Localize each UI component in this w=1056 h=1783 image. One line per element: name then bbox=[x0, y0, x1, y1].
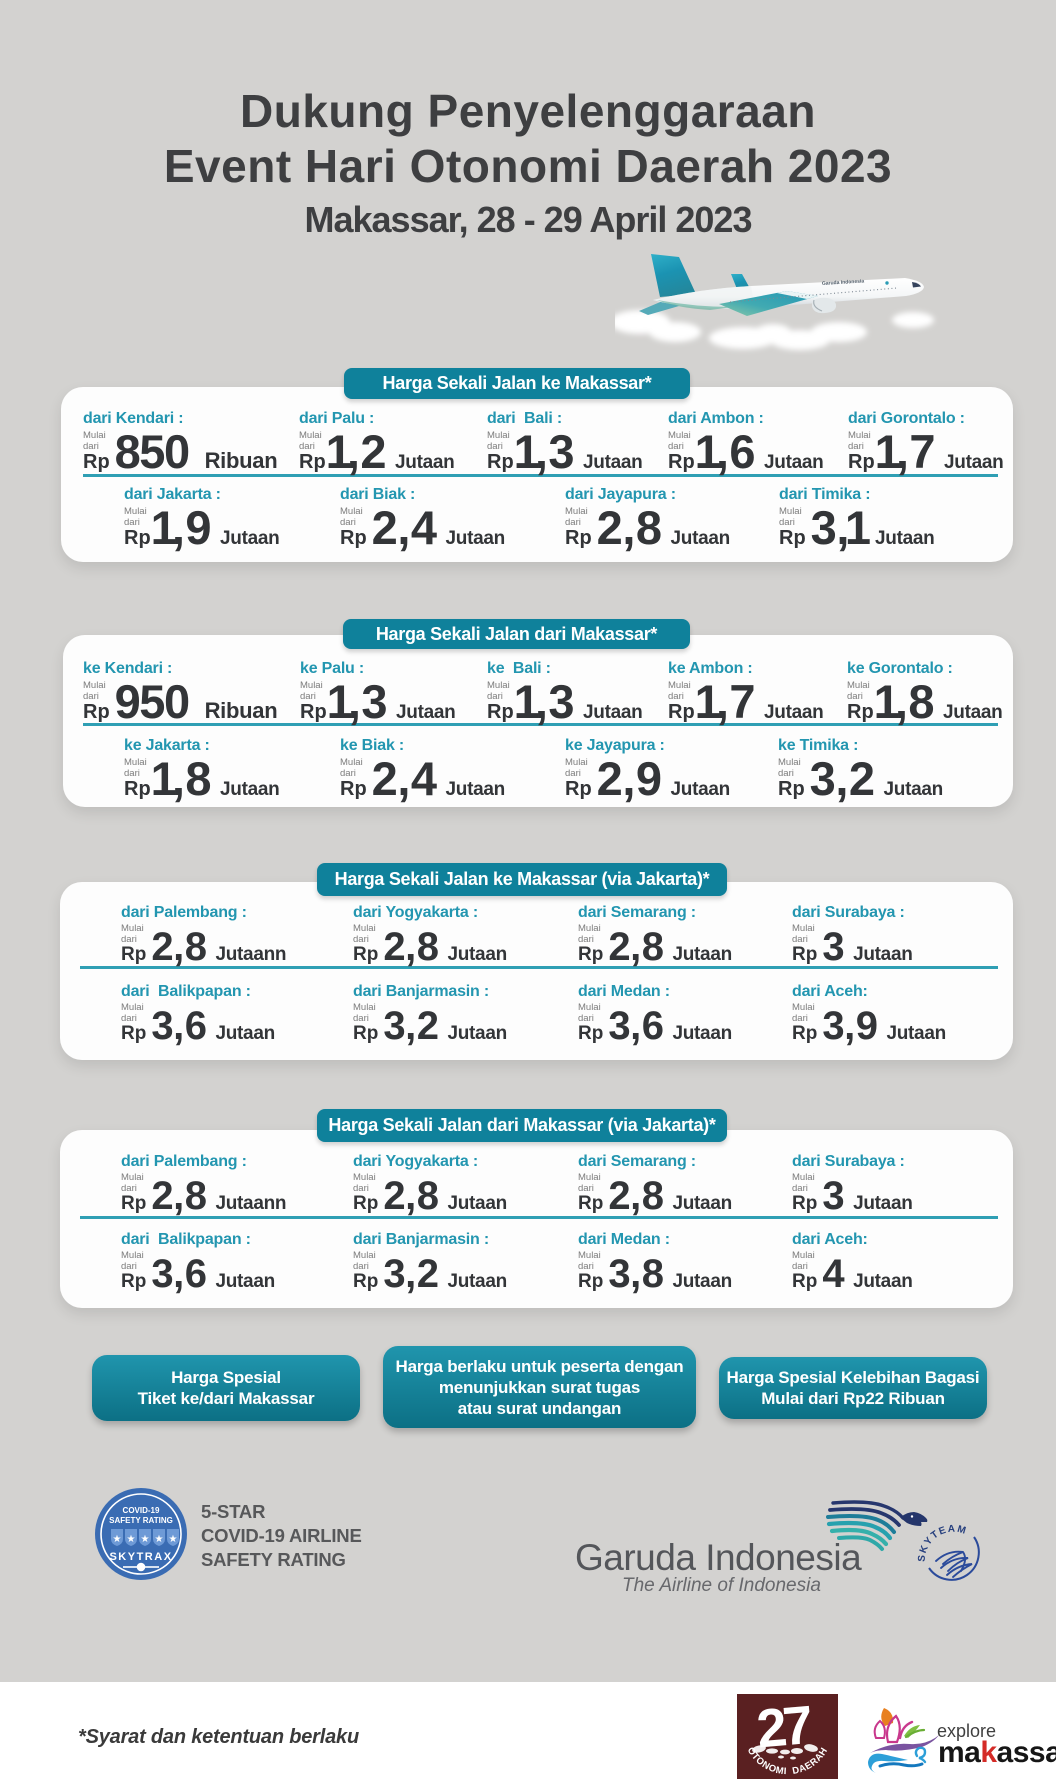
svg-text:★: ★ bbox=[141, 1534, 150, 1545]
svg-text:Garuda Indonesia: Garuda Indonesia bbox=[822, 278, 865, 287]
svg-text:★: ★ bbox=[169, 1534, 178, 1545]
svg-text:explore: explore bbox=[937, 1721, 996, 1741]
svg-text:★: ★ bbox=[155, 1534, 164, 1545]
svg-text:SAFETY RATING: SAFETY RATING bbox=[109, 1516, 173, 1525]
svg-text:SKYTRAX: SKYTRAX bbox=[109, 1551, 172, 1563]
svg-text:★: ★ bbox=[113, 1534, 122, 1545]
svg-text:makassar: makassar bbox=[938, 1736, 1056, 1769]
svg-text:★: ★ bbox=[127, 1534, 136, 1545]
svg-text:COVID-19: COVID-19 bbox=[123, 1506, 160, 1515]
